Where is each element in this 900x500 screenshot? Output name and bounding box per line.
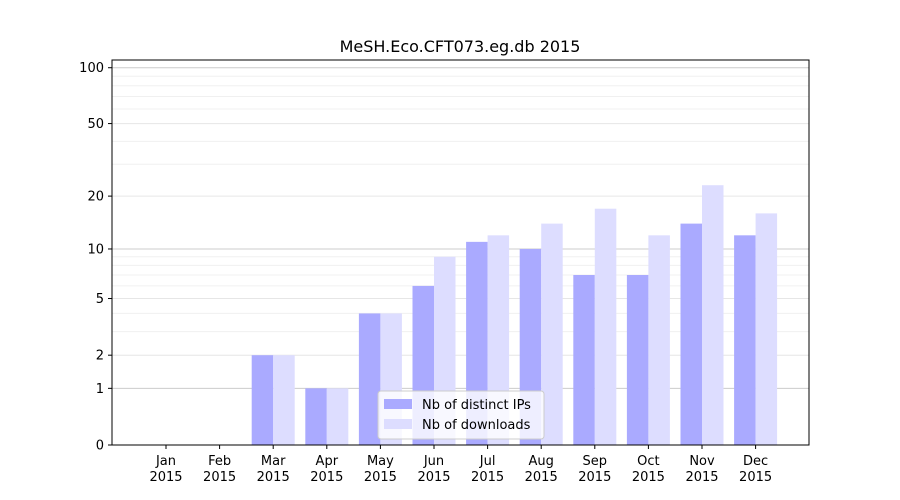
x-axis: Jan2015Feb2015Mar2015Apr2015May2015Jun20… xyxy=(149,445,772,485)
bar xyxy=(541,223,563,445)
bar xyxy=(326,388,349,445)
y-tick-label: 50 xyxy=(87,117,104,132)
bar xyxy=(680,223,702,445)
bar xyxy=(755,213,778,445)
y-tick-label: 0 xyxy=(96,439,104,454)
y-tick-label: 10 xyxy=(87,242,104,257)
x-tick-label: 2015 xyxy=(685,470,718,485)
x-tick-label: Oct xyxy=(637,454,659,469)
x-tick-label: Feb xyxy=(208,454,231,469)
legend-label: Nb of downloads xyxy=(422,418,531,433)
x-tick-label: Apr xyxy=(316,454,339,469)
x-tick-label: Mar xyxy=(261,454,286,469)
x-tick-label: Jul xyxy=(479,454,496,469)
x-tick-label: 2015 xyxy=(578,470,611,485)
bar xyxy=(358,313,381,445)
chart-title: MeSH.Eco.CFT073.eg.db 2015 xyxy=(340,37,581,56)
x-tick-label: Sep xyxy=(583,454,608,469)
bar xyxy=(702,185,724,445)
x-tick-label: Dec xyxy=(743,454,768,469)
x-tick-label: 2015 xyxy=(417,470,450,485)
legend-box xyxy=(377,390,545,440)
x-tick-label: Jun xyxy=(423,454,444,469)
x-tick-label: Nov xyxy=(689,454,715,469)
bar xyxy=(626,275,649,445)
x-tick-label: 2015 xyxy=(471,470,504,485)
x-tick-label: 2015 xyxy=(203,470,236,485)
x-tick-label: 2015 xyxy=(739,470,772,485)
legend-swatch xyxy=(384,419,412,429)
legend-swatch xyxy=(384,399,412,409)
x-tick-label: 2015 xyxy=(149,470,182,485)
bar xyxy=(273,355,295,445)
x-tick-label: Jan xyxy=(155,454,176,469)
bar xyxy=(648,235,670,445)
x-tick-label: 2015 xyxy=(525,470,558,485)
plot-frame xyxy=(111,59,810,446)
y-axis: 0 1 2 5 10 20 50 100 xyxy=(79,61,112,454)
x-tick-label: 2015 xyxy=(364,470,397,485)
legend-label: Nb of distinct IPs xyxy=(422,398,531,413)
x-tick-label: 2015 xyxy=(257,470,290,485)
y-tick-label: 100 xyxy=(79,61,104,76)
x-tick-label: 2015 xyxy=(310,470,343,485)
y-tick-label: 2 xyxy=(96,349,104,364)
legend: Nb of distinct IPs Nb of downloads xyxy=(377,390,545,440)
y-tick-label: 20 xyxy=(87,190,104,205)
bar xyxy=(305,388,327,445)
x-tick-label: Aug xyxy=(529,454,554,469)
y-tick-label: 1 xyxy=(96,382,104,397)
bar xyxy=(573,275,595,445)
bar xyxy=(734,235,756,445)
bar xyxy=(251,355,274,445)
y-tick-label: 5 xyxy=(96,292,104,307)
x-tick-label: May xyxy=(367,454,394,469)
x-tick-label: 2015 xyxy=(632,470,665,485)
bar xyxy=(594,208,617,445)
